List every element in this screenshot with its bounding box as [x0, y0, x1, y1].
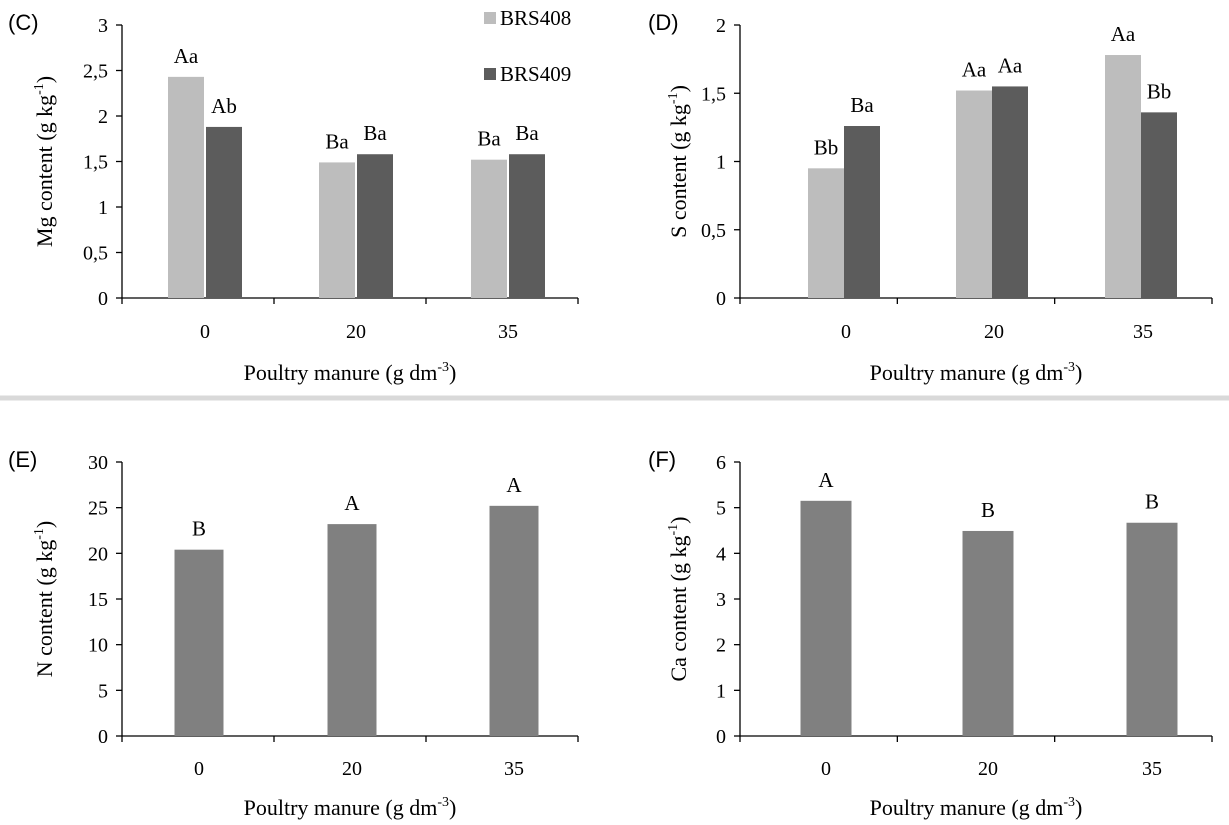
y-tick-label: 3 [98, 15, 108, 37]
bar-letter-label: B [192, 517, 206, 541]
y-axis-title: Mg content (g kg-1) [32, 76, 57, 247]
chart-panel: (F) 0 1 2 3 4 5 6 0 20 35 A B B Ca content (g kg-1) Pou… [648, 447, 1213, 820]
legend-swatch [484, 12, 496, 24]
bar [844, 126, 880, 298]
bar-letter-label: Bb [1147, 79, 1172, 103]
bar [489, 505, 539, 736]
y-tick-label: 0,5 [83, 243, 108, 265]
y-tick-label: 2,5 [83, 61, 108, 83]
bar-letter-label: Ba [363, 121, 387, 145]
legend-swatch [484, 68, 496, 80]
bar-letter-label: B [981, 498, 995, 522]
y-tick-label: 2 [716, 15, 726, 37]
chart-panel: (C) 0 0,5 1 1,5 2 2,5 3 0 20 35 Aa Ba Ba Ab Ba Ba Mg cont… [8, 6, 579, 385]
x-tick-label: 20 [978, 758, 998, 780]
x-tick-label: 0 [841, 321, 851, 343]
y-tick-label: 20 [88, 543, 108, 565]
bar [168, 76, 204, 299]
x-tick-label: 35 [504, 758, 524, 780]
x-tick-label: 35 [1133, 321, 1153, 343]
bar-letter-label: A [344, 491, 360, 515]
bar-letter-label: Ba [325, 129, 349, 153]
y-tick-label: 1 [716, 680, 726, 702]
bar-letter-label: Ba [850, 93, 874, 117]
bar [327, 524, 377, 736]
panel-label: (F) [648, 447, 676, 472]
bar [1105, 55, 1141, 298]
bar-letter-label: A [506, 473, 522, 497]
bar-letter-label: A [818, 468, 834, 492]
y-tick-label: 0,5 [701, 220, 726, 242]
bar-letter-label: B [1145, 490, 1159, 514]
y-axis-title: Ca content (g kg-1) [666, 516, 691, 681]
y-tick-label: 2 [716, 635, 726, 657]
bar [357, 154, 393, 298]
bar [319, 162, 355, 298]
x-tick-label: 20 [346, 321, 366, 343]
panel-label: (E) [8, 447, 37, 472]
legend-label: BRS409 [500, 62, 571, 86]
bar-letter-label: Aa [998, 53, 1023, 77]
bar [471, 159, 507, 298]
y-axis-title: S content (g kg-1) [666, 85, 691, 238]
y-tick-label: 0 [716, 726, 726, 748]
y-tick-label: 5 [716, 498, 726, 520]
x-tick-label: 0 [821, 758, 831, 780]
panel-label: (D) [648, 10, 679, 35]
bar [1126, 522, 1178, 736]
bar [962, 530, 1014, 736]
x-axis-title: Poultry manure (g dm-3) [870, 360, 1083, 385]
bar [174, 549, 224, 736]
bar [800, 500, 852, 736]
y-tick-label: 1 [98, 197, 108, 219]
bar [992, 86, 1028, 298]
x-axis-title: Poultry manure (g dm-3) [244, 360, 457, 385]
chart-panel: (E) 0 5 10 15 20 25 30 0 20 35 B A A N content (g kg-1… [8, 447, 579, 820]
bar-letter-label: Aa [174, 44, 199, 68]
y-tick-label: 2 [98, 106, 108, 128]
y-tick-label: 5 [98, 680, 108, 702]
bar-letter-label: Aa [962, 58, 987, 82]
bar-letter-label: Aa [1111, 22, 1136, 46]
y-tick-label: 15 [88, 589, 108, 611]
y-tick-label: 3 [716, 589, 726, 611]
y-tick-label: 1,5 [701, 83, 726, 105]
y-tick-label: 1 [716, 152, 726, 174]
bar [509, 154, 545, 298]
legend-label: BRS408 [500, 6, 571, 30]
bar-letter-label: Ba [515, 121, 539, 145]
y-axis-title: N content (g kg-1) [32, 521, 57, 677]
y-tick-label: 25 [88, 498, 108, 520]
y-tick-label: 30 [88, 452, 108, 474]
y-tick-label: 6 [716, 452, 726, 474]
y-tick-label: 0 [98, 726, 108, 748]
x-tick-label: 35 [498, 321, 518, 343]
bar [956, 90, 992, 299]
bar [1141, 112, 1177, 298]
x-axis-title: Poultry manure (g dm-3) [244, 795, 457, 820]
y-tick-label: 0 [98, 288, 108, 310]
x-tick-label: 0 [200, 321, 210, 343]
bar [808, 168, 844, 298]
x-tick-label: 0 [194, 758, 204, 780]
y-tick-label: 0 [716, 288, 726, 310]
x-tick-label: 20 [342, 758, 362, 780]
bar-letter-label: Ab [211, 94, 237, 118]
bar [206, 126, 242, 298]
y-tick-label: 4 [716, 543, 726, 565]
bar-letter-label: Bb [814, 135, 839, 159]
bar-letter-label: Ba [477, 127, 501, 151]
x-tick-label: 35 [1142, 758, 1162, 780]
x-tick-label: 20 [984, 321, 1004, 343]
y-tick-label: 10 [88, 635, 108, 657]
x-axis-title: Poultry manure (g dm-3) [870, 795, 1083, 820]
y-tick-label: 1,5 [83, 152, 108, 174]
panel-label: (C) [8, 10, 39, 35]
